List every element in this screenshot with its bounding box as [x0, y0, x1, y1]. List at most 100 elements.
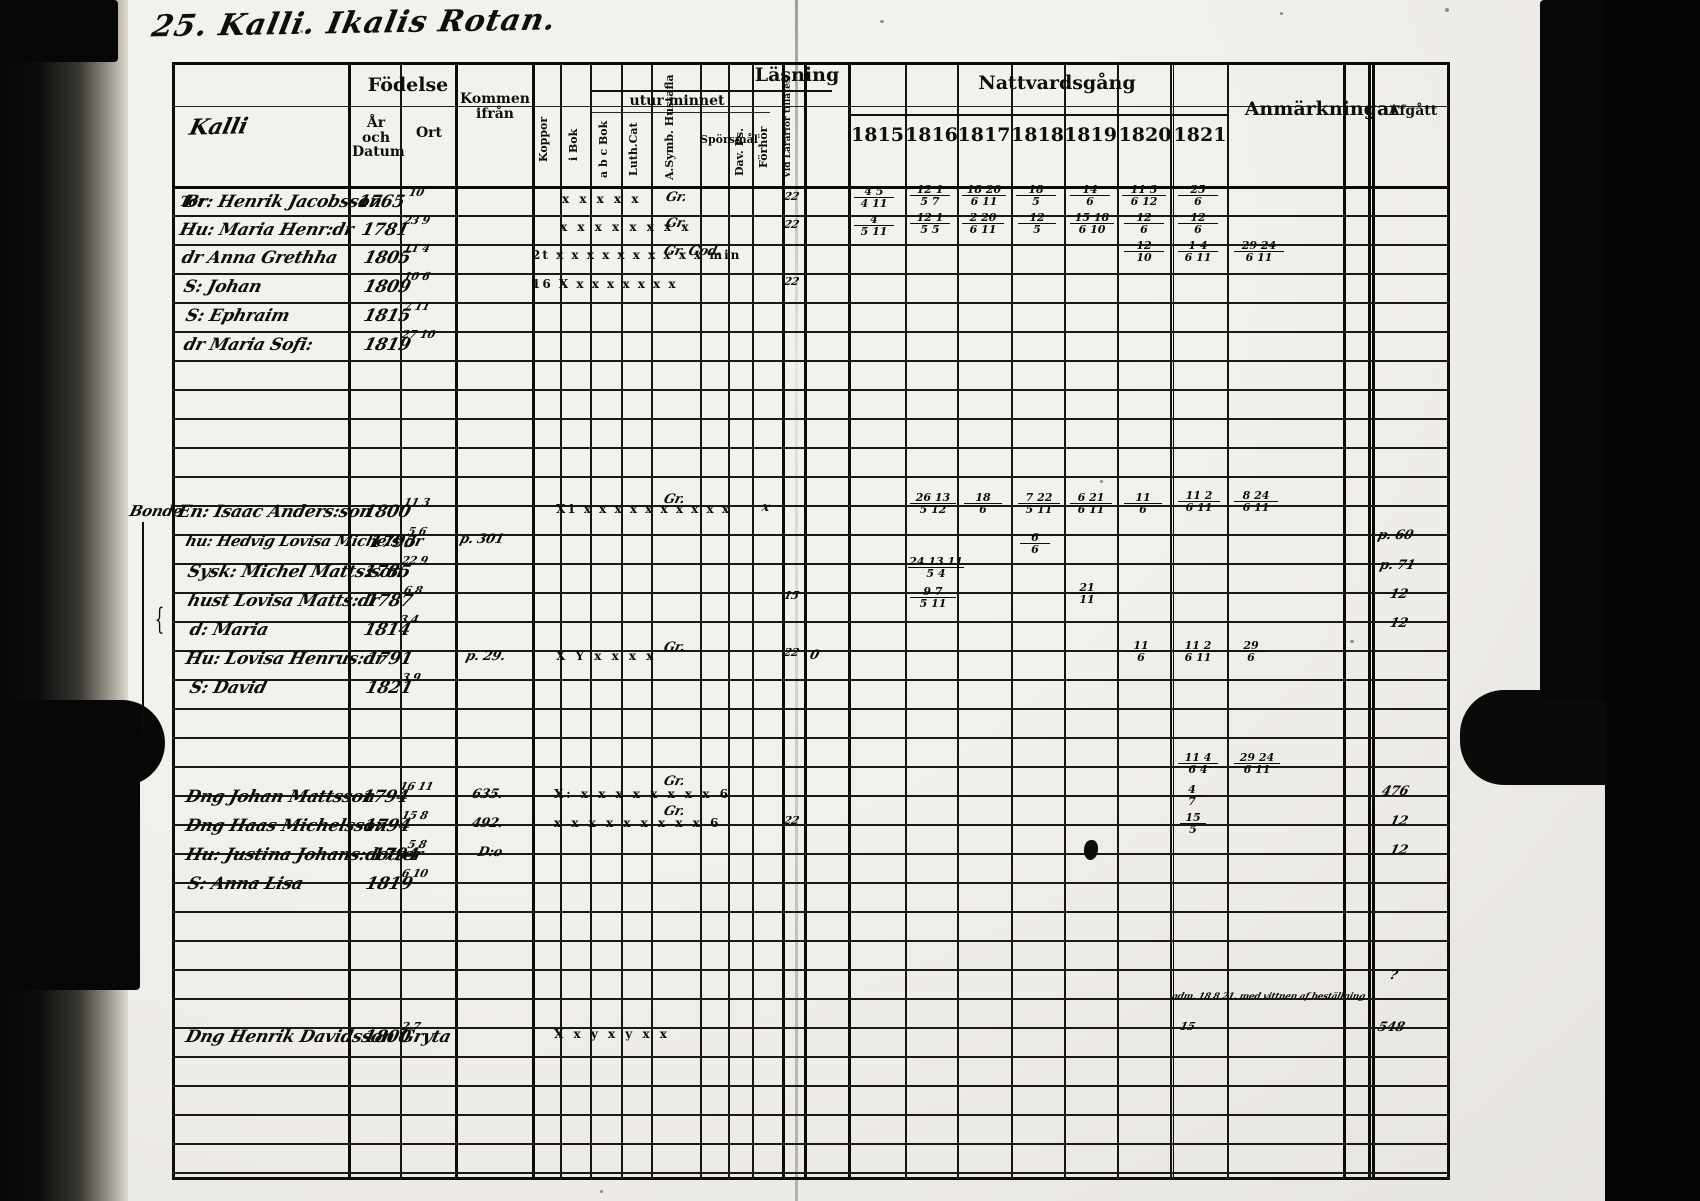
table-row-afgatt: 12 — [1388, 843, 1410, 858]
communion-den: 6 — [1086, 195, 1094, 208]
header-vid-lararfor-tillates: Vid Lärarför tillätes — [783, 77, 793, 178]
binding-shadow-left — [0, 760, 140, 990]
communion-entry: 12 10 — [1124, 240, 1164, 263]
header-rule-nattvard — [848, 114, 1227, 116]
communion-entry: 11 4 6 4 — [1178, 752, 1218, 775]
page-surface — [0, 0, 1620, 1201]
communion-den: 6 11 — [969, 223, 997, 236]
header-nattvardsgang: Nattvardsgång — [978, 72, 1136, 94]
table-row-birth-day: 3 4 — [398, 613, 420, 626]
row-rule-22 — [172, 824, 1450, 826]
table-row-birth-day: 10 — [407, 186, 426, 199]
table-row-birth-day: 16 11 — [398, 780, 435, 793]
table-row-birth-day: 10 6 — [402, 270, 432, 283]
communion-num: 1 4 — [1178, 240, 1218, 252]
table-top-rule — [172, 62, 1450, 65]
row-rule-19 — [172, 737, 1450, 739]
communion-entry: 18 6 — [964, 492, 1002, 515]
header-a-symb-hustafla: A.Symb. Hustafla — [663, 74, 676, 180]
communion-num: 11 4 — [1178, 752, 1218, 764]
table-row-name: Hu: Maria Henr:dr — [177, 220, 356, 240]
communion-den: 7 — [1188, 795, 1196, 808]
row-rule-1 — [172, 215, 1450, 217]
row-rule-9 — [172, 447, 1450, 449]
table-row-reading-note: Gr. — [662, 492, 687, 507]
header-subrule-fodelse — [172, 106, 1450, 107]
table-row-name: Dng Haas Michelsson — [183, 816, 390, 836]
communion-entry: 29 6 — [1234, 640, 1268, 663]
communion-entry: 11 2 6 11 — [1178, 490, 1220, 513]
table-row-tillates: 22 — [782, 814, 801, 827]
communion-entry: 15 5 — [1180, 812, 1206, 835]
communion-num: 26 13 — [910, 492, 956, 504]
communion-num: 29 24 — [1234, 240, 1284, 252]
table-row-name: Br: Henrik Jacobsson — [181, 192, 384, 212]
table-row-reading: 16 X x x x x x x x — [532, 277, 678, 291]
table-row-reading: X x y x y x x — [554, 1027, 670, 1041]
table-row-kommen-ifran: 492. — [470, 816, 505, 831]
header-bottom-rule — [172, 186, 1450, 189]
row-rule-31 — [172, 1085, 1450, 1087]
row-rule-16 — [172, 650, 1450, 652]
table-row-birth-day: 22 9 — [400, 554, 430, 567]
table-row-reading-note: Gr. — [664, 216, 689, 231]
communion-num: 12 — [1124, 212, 1164, 224]
communion-entry: 12 5 — [1018, 212, 1056, 235]
communion-num: 18 — [964, 492, 1002, 504]
table-row-birth-day: 6 10 — [400, 867, 430, 880]
header-sporsmal: Spörsmål — [700, 133, 758, 146]
table-row-name: Hu: Lovisa Henrus:dr — [183, 649, 387, 669]
table-row-birth-day: 3 9 — [400, 671, 422, 684]
header-afgatt: Afgått — [1388, 103, 1438, 119]
row-rule-20 — [172, 766, 1450, 768]
table-row-name: dr Maria Sofi: — [181, 335, 315, 355]
header-year-1820: 1820 — [1118, 124, 1172, 146]
row-rule-15 — [172, 621, 1450, 623]
communion-num: 24 13 11 — [908, 555, 964, 568]
communion-entry: 24 13 11 5 4 — [908, 556, 964, 579]
header-fodelse: Födelse — [367, 74, 449, 96]
row-rule-4 — [172, 302, 1450, 304]
table-row-reading: x x x x x x x x x 6 — [554, 816, 722, 830]
communion-den: 6 11 — [1185, 501, 1213, 514]
communion-den: 6 11 — [1243, 763, 1271, 776]
row-rule-5 — [172, 331, 1450, 333]
table-row-birth-day: 27 10 — [400, 328, 437, 341]
header-year-1816: 1816 — [905, 124, 958, 146]
table-row-name: d: Maria — [187, 620, 271, 640]
communion-den: 11 — [1079, 593, 1095, 606]
communion-entry: 7 22 5 11 — [1018, 492, 1060, 515]
communion-entry: 6 6 — [1020, 532, 1050, 555]
table-row-afgatt: p. 71 — [1378, 558, 1417, 573]
communion-entry: 29 24 6 11 — [1234, 752, 1280, 775]
table-row-afgatt: 548 — [1376, 1020, 1407, 1035]
communion-num: 6 — [1020, 532, 1050, 544]
scan-speck — [600, 1190, 603, 1193]
communion-den: 10 — [1136, 251, 1152, 264]
communion-entry: 12 1 5 5 — [910, 212, 950, 235]
header-forhor: Förhör — [757, 126, 770, 168]
row-rule-17 — [172, 679, 1450, 681]
table-row-birth-day: 5 8 — [406, 838, 428, 851]
table-row-name: Dng Johan Mattsson — [183, 787, 378, 807]
row-rule-14 — [172, 592, 1450, 594]
communion-entry: 29 24 6 11 — [1234, 240, 1284, 263]
communion-den: 6 4 — [1188, 763, 1208, 776]
communion-den: 6 11 — [1245, 251, 1273, 264]
communion-num: 11 — [1124, 492, 1162, 504]
header-year-1818: 1818 — [1011, 124, 1064, 146]
communion-den: 5 4 — [926, 567, 946, 580]
header-year-1815: 1815 — [851, 124, 904, 146]
header-i-bok: i Bok — [567, 128, 580, 162]
communion-den: 6 — [1194, 195, 1202, 208]
row-rule-32 — [172, 1114, 1450, 1116]
table-row-birth-day: 23 9 — [402, 214, 432, 227]
table-row-kommen-ifran: p. 301 — [458, 532, 506, 547]
table-row-afgatt: 12 — [1388, 616, 1410, 631]
table-row-birth-day: 5 6 — [406, 525, 428, 538]
communion-den: 6 — [1140, 223, 1148, 236]
communion-entry: 11 2 6 11 — [1178, 640, 1218, 663]
row-rule-11 — [172, 505, 1450, 507]
communion-den: 6 — [1194, 223, 1202, 236]
